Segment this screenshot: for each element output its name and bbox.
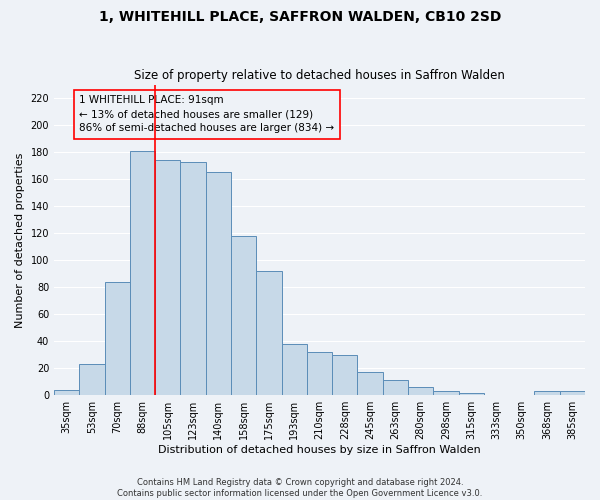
Bar	[54, 390, 79, 395]
Bar	[104, 282, 130, 395]
Bar	[560, 391, 585, 395]
Bar	[256, 271, 281, 395]
Bar	[181, 162, 206, 395]
Bar	[281, 344, 307, 395]
Text: 1 WHITEHILL PLACE: 91sqm
← 13% of detached houses are smaller (129)
86% of semi-: 1 WHITEHILL PLACE: 91sqm ← 13% of detach…	[79, 96, 334, 134]
Text: Contains HM Land Registry data © Crown copyright and database right 2024.
Contai: Contains HM Land Registry data © Crown c…	[118, 478, 482, 498]
Bar	[332, 354, 358, 395]
Bar	[433, 391, 458, 395]
Title: Size of property relative to detached houses in Saffron Walden: Size of property relative to detached ho…	[134, 69, 505, 82]
Y-axis label: Number of detached properties: Number of detached properties	[15, 152, 25, 328]
Bar	[206, 172, 231, 395]
Bar	[458, 392, 484, 395]
Bar	[535, 391, 560, 395]
Text: 1, WHITEHILL PLACE, SAFFRON WALDEN, CB10 2SD: 1, WHITEHILL PLACE, SAFFRON WALDEN, CB10…	[99, 10, 501, 24]
X-axis label: Distribution of detached houses by size in Saffron Walden: Distribution of detached houses by size …	[158, 445, 481, 455]
Bar	[130, 150, 155, 395]
Bar	[358, 372, 383, 395]
Bar	[155, 160, 181, 395]
Bar	[383, 380, 408, 395]
Bar	[231, 236, 256, 395]
Bar	[408, 387, 433, 395]
Bar	[79, 364, 104, 395]
Bar	[307, 352, 332, 395]
